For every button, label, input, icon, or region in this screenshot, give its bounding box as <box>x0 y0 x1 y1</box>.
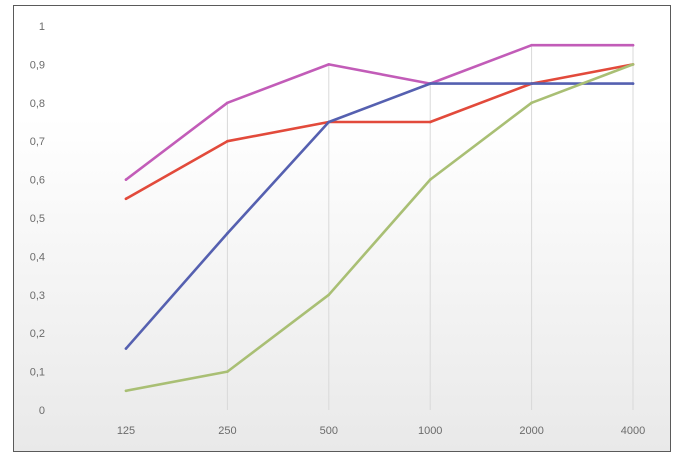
y-tick-label: 0,4 <box>30 251 45 263</box>
data-point <box>124 197 128 201</box>
series-line-4 <box>124 63 635 393</box>
line-chart: 00,10,20,30,40,50,60,70,80,91 125 250 500 1… <box>14 6 670 451</box>
x-tick-label: 250 <box>218 425 236 437</box>
y-tick-label: 0 <box>39 405 45 417</box>
data-point <box>124 178 128 181</box>
data-point <box>428 178 432 181</box>
data-point <box>631 43 635 47</box>
data-point <box>226 139 229 143</box>
data-point <box>226 232 229 235</box>
x-tick-label: 125 <box>117 425 135 437</box>
data-point <box>226 370 229 373</box>
data-point <box>530 82 533 85</box>
series-line-2 <box>124 63 635 201</box>
y-tick-label: 0,9 <box>30 59 45 71</box>
y-tick-label: 0,5 <box>30 213 45 225</box>
chart-frame: 0 0,1 0,2 0,3 0,4 0,5 0,6 0,7 0,8 0,9 1 125 250 500 1… <box>13 5 671 452</box>
series-line-3 <box>124 82 635 350</box>
x-tick-label: 1000 <box>418 425 442 437</box>
y-tick-label: 0,1 <box>30 367 45 379</box>
plot-background <box>14 6 670 451</box>
data-point <box>124 389 128 393</box>
y-tick-label: 0,8 <box>30 98 45 110</box>
data-point <box>631 63 635 66</box>
series-lines <box>124 43 635 393</box>
data-point <box>428 120 432 124</box>
data-point <box>327 63 331 66</box>
y-tick-label: 0,7 <box>30 136 45 148</box>
y-axis-ticks: 0 0,1 0,2 0,3 0,4 0,5 0,6 0,7 0,8 0,9 1 <box>30 21 45 417</box>
data-point <box>124 347 128 350</box>
data-point <box>226 101 229 105</box>
data-point <box>327 293 331 297</box>
data-point <box>428 82 432 85</box>
x-tick-label: 4000 <box>621 425 645 437</box>
y-tick-label: 0,6 <box>30 175 45 187</box>
data-point <box>530 101 533 105</box>
series-line-1 <box>124 43 635 181</box>
x-axis-ticks: 125 250 500 1000 2000 4000 <box>117 425 645 437</box>
x-tick-label: 500 <box>320 425 338 437</box>
data-point <box>631 82 635 85</box>
y-tick-label: 0,3 <box>30 290 45 302</box>
y-tick-label: 0,2 <box>30 328 45 340</box>
x-tick-label: 2000 <box>519 425 543 437</box>
y-tick-label: 1 <box>39 21 45 33</box>
data-point <box>530 43 533 47</box>
data-point <box>327 120 331 124</box>
